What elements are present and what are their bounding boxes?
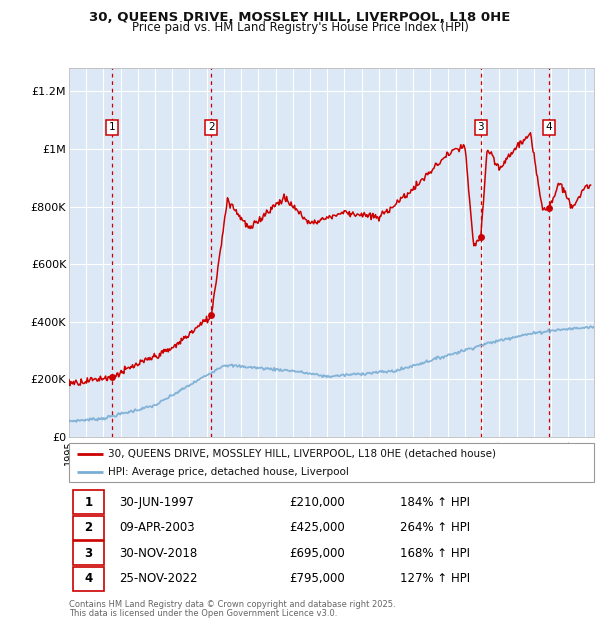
FancyBboxPatch shape	[73, 541, 104, 565]
Text: 30, QUEENS DRIVE, MOSSLEY HILL, LIVERPOOL, L18 0HE: 30, QUEENS DRIVE, MOSSLEY HILL, LIVERPOO…	[89, 11, 511, 24]
FancyBboxPatch shape	[69, 443, 594, 482]
Text: Price paid vs. HM Land Registry's House Price Index (HPI): Price paid vs. HM Land Registry's House …	[131, 21, 469, 34]
Text: 168% ↑ HPI: 168% ↑ HPI	[400, 547, 470, 560]
FancyBboxPatch shape	[73, 516, 104, 540]
Text: 4: 4	[85, 572, 92, 585]
Text: £795,000: £795,000	[290, 572, 345, 585]
Text: 1: 1	[109, 122, 115, 132]
Text: 2: 2	[208, 122, 215, 132]
Text: 264% ↑ HPI: 264% ↑ HPI	[400, 521, 470, 534]
Text: 30-JUN-1997: 30-JUN-1997	[119, 496, 194, 509]
Text: 30, QUEENS DRIVE, MOSSLEY HILL, LIVERPOOL, L18 0HE (detached house): 30, QUEENS DRIVE, MOSSLEY HILL, LIVERPOO…	[109, 449, 496, 459]
Text: This data is licensed under the Open Government Licence v3.0.: This data is licensed under the Open Gov…	[69, 609, 337, 618]
Text: Contains HM Land Registry data © Crown copyright and database right 2025.: Contains HM Land Registry data © Crown c…	[69, 600, 395, 609]
FancyBboxPatch shape	[73, 490, 104, 515]
Text: 127% ↑ HPI: 127% ↑ HPI	[400, 572, 470, 585]
FancyBboxPatch shape	[73, 567, 104, 591]
Text: £425,000: £425,000	[290, 521, 345, 534]
Text: 184% ↑ HPI: 184% ↑ HPI	[400, 496, 470, 509]
Text: 1: 1	[85, 496, 92, 509]
Text: 3: 3	[85, 547, 92, 560]
Text: £210,000: £210,000	[290, 496, 345, 509]
Text: 2: 2	[85, 521, 92, 534]
Text: 3: 3	[478, 122, 484, 132]
Text: 30-NOV-2018: 30-NOV-2018	[119, 547, 197, 560]
Text: 25-NOV-2022: 25-NOV-2022	[119, 572, 197, 585]
Text: 4: 4	[546, 122, 553, 132]
Text: 09-APR-2003: 09-APR-2003	[119, 521, 194, 534]
Text: £695,000: £695,000	[290, 547, 345, 560]
Text: HPI: Average price, detached house, Liverpool: HPI: Average price, detached house, Live…	[109, 467, 349, 477]
